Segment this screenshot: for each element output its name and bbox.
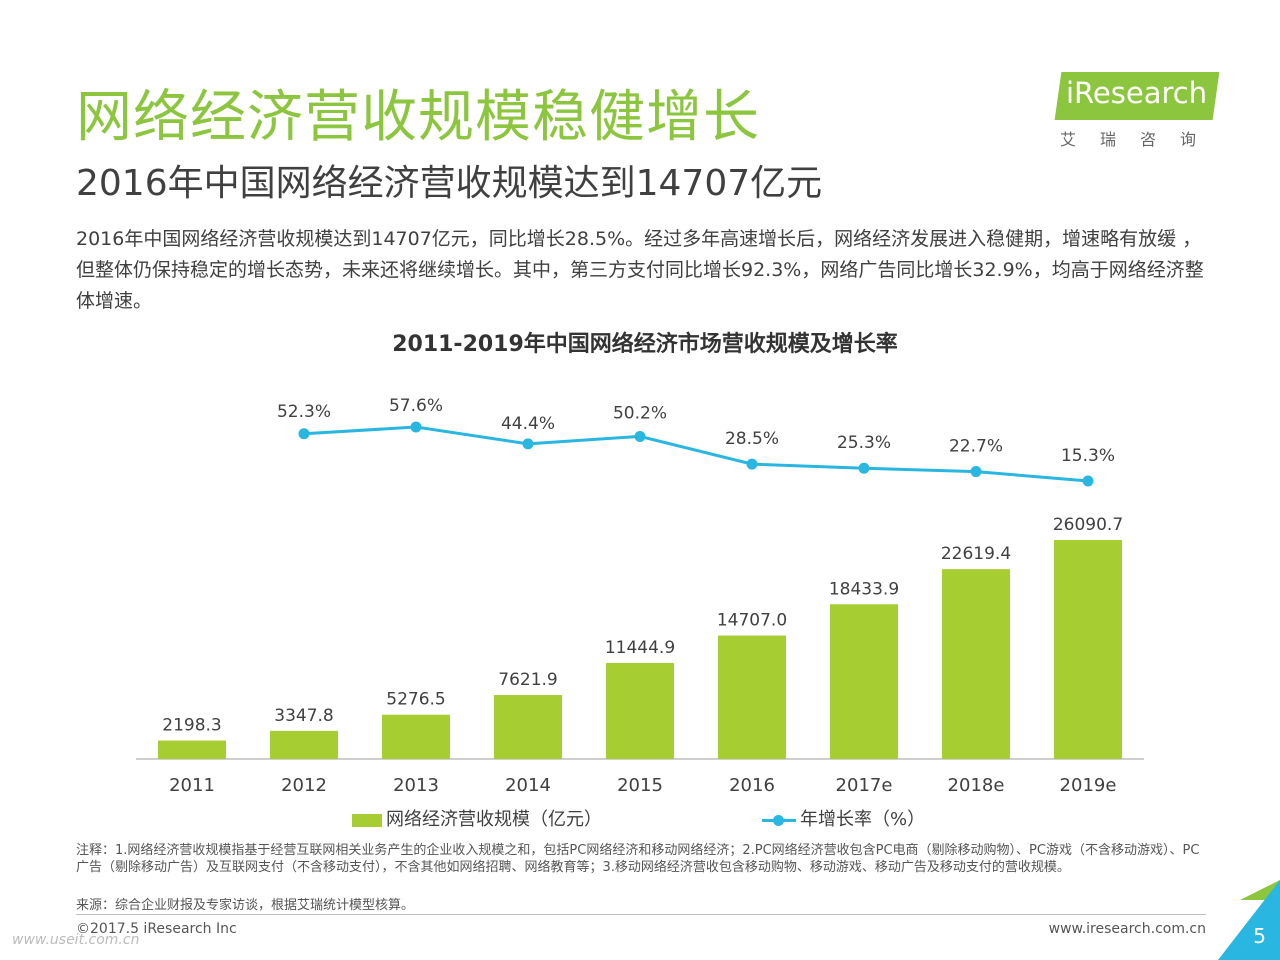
bar-label-2017e: 18433.9: [829, 579, 899, 599]
legend-bar-swatch: [352, 813, 382, 827]
logo-subtitle: 艾瑞咨询: [1060, 130, 1221, 149]
bar-label-2012: 3347.8: [274, 706, 333, 726]
rate-label-2014: 44.4%: [501, 414, 555, 434]
x-tick-2019e: 2019e: [1060, 775, 1117, 796]
bar-2016: [718, 635, 786, 759]
rate-label-2017e: 25.3%: [837, 433, 891, 453]
legend-line-swatch: [762, 814, 796, 827]
bar-label-2013: 5276.5: [386, 690, 445, 710]
slide-body: 2016年中国网络经济营收规模达到14707亿元，同比增长28.5%。经过多年高…: [76, 228, 1204, 312]
legend-bar-label: 网络经济营收规模（亿元）: [386, 809, 602, 830]
bar-label-2018e: 22619.4: [941, 544, 1011, 564]
bar-2018e: [942, 569, 1010, 759]
bar-label-2015: 11444.9: [605, 638, 675, 658]
slide-subtitle: 2016年中国网络经济营收规模达到14707亿元: [76, 163, 823, 204]
rate-point-2015: [634, 430, 646, 442]
rate-point-2012: [298, 428, 310, 440]
legend-line-label: 年增长率（%）: [800, 809, 926, 830]
bar-2019e: [1054, 540, 1122, 759]
bar-label-2016: 14707.0: [717, 611, 787, 631]
bar-2014: [494, 695, 562, 759]
rate-label-2012: 52.3%: [277, 402, 331, 422]
chart-title: 2011-2019年中国网络经济市场营收规模及增长率: [392, 332, 898, 357]
legend-item-bar: 网络经济营收规模（亿元）: [352, 805, 602, 831]
slide-title: 网络经济营收规模稳健增长: [76, 85, 760, 150]
legend-item-line: 年增长率（%）: [762, 805, 925, 831]
page-number: 5: [1253, 924, 1266, 948]
bar-2012: [270, 730, 338, 759]
bar-2015: [606, 662, 674, 759]
rate-label-2016: 28.5%: [725, 429, 779, 449]
logo-name: iResearch: [1066, 76, 1208, 110]
x-tick-2018e: 2018e: [948, 775, 1005, 796]
x-tick-2015: 2015: [617, 775, 663, 796]
x-tick-2016: 2016: [729, 775, 775, 796]
footer-divider: [76, 914, 1206, 915]
rate-label-2013: 57.6%: [389, 396, 443, 416]
rate-label-2018e: 22.7%: [949, 437, 1003, 457]
bar-label-2014: 7621.9: [498, 670, 557, 690]
x-tick-2017e: 2017e: [836, 775, 893, 796]
bar-2013: [382, 714, 450, 759]
bar-2011: [158, 740, 226, 759]
x-tick-2014: 2014: [505, 775, 551, 796]
chart-source: 来源：综合企业财报及专家访谈，根据艾瑞统计模型核算。: [76, 898, 415, 913]
page-corner: [1218, 880, 1280, 960]
bar-label-2011: 2198.3: [162, 716, 221, 736]
combo-chart: 2198.3 2011 3347.8 2012 5276.5 2013 7621.9 2014…: [136, 396, 1144, 796]
watermark: www.useit.com.cn: [12, 932, 140, 948]
copyright: ©2017.5 iResearch Inc: [76, 921, 237, 937]
chart-note: 注释：1.网络经济营收规模指基于经营互联网相关业务产生的企业收入规模之和，包括P…: [76, 843, 1200, 875]
iresearch-logo: iResearch 艾瑞咨询: [1054, 66, 1224, 158]
rate-point-2017e: [858, 462, 870, 474]
rate-label-2019e: 15.3%: [1061, 446, 1115, 466]
rate-label-2015: 50.2%: [613, 403, 667, 423]
x-tick-2013: 2013: [393, 775, 439, 796]
bar-label-2019e: 26090.7: [1053, 515, 1123, 535]
bar-2017e: [830, 604, 898, 759]
growth-rate-line: [303, 425, 1089, 483]
x-tick-2011: 2011: [169, 775, 215, 796]
x-tick-2012: 2012: [281, 775, 327, 796]
rate-point-2014: [522, 438, 534, 450]
rate-point-2019e: [1082, 475, 1094, 487]
rate-point-2016: [746, 458, 758, 470]
website-link[interactable]: www.iresearch.com.cn: [1048, 921, 1206, 937]
rate-point-2018e: [970, 466, 982, 478]
rate-point-2013: [410, 421, 422, 433]
